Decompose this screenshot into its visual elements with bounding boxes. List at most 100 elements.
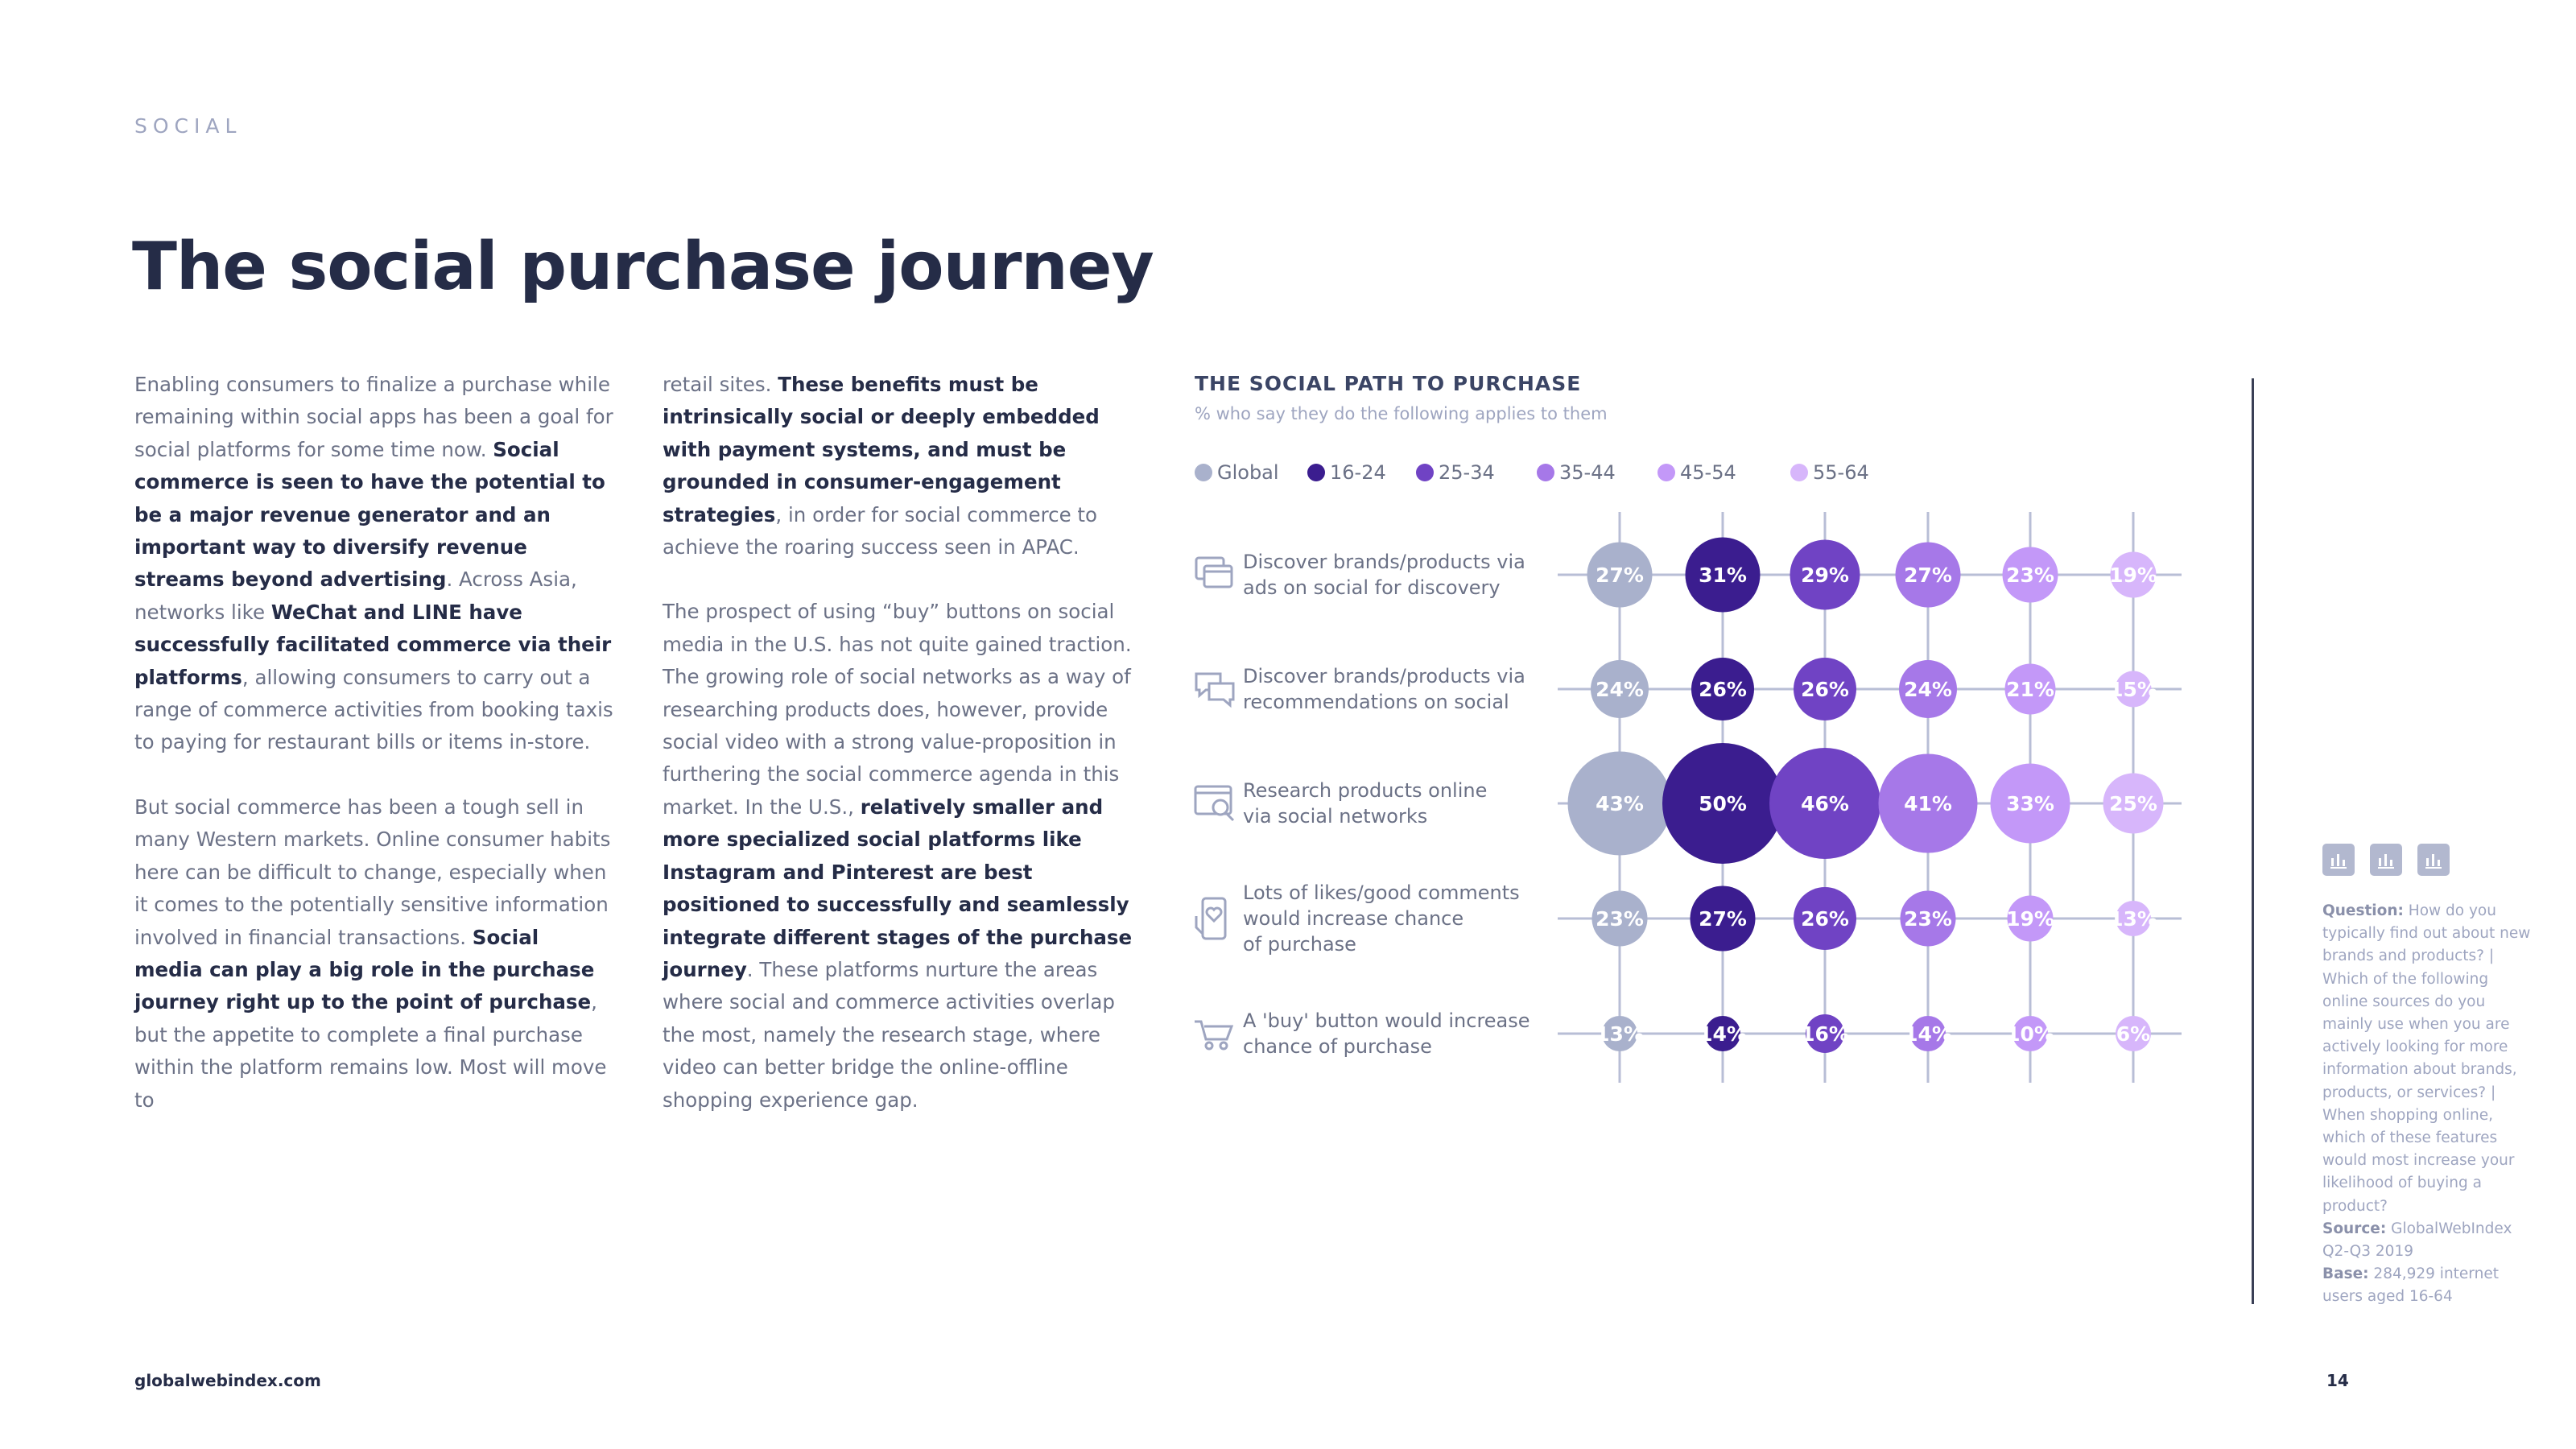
bubble: 14% — [1904, 1016, 1952, 1051]
chart-subtitle: % who say they do the following applies … — [1195, 404, 1608, 423]
bubble-circle — [1895, 542, 1961, 608]
bubble: 26% — [1794, 658, 1856, 720]
bubble-circle — [2103, 773, 2164, 834]
bubble-value-label: 43% — [1596, 792, 1644, 815]
bubble: 43% — [1567, 751, 1672, 856]
row-label: Research products online via social netwo… — [1243, 778, 1565, 829]
section-label: SOCIAL — [134, 114, 242, 138]
ads-windows-icon — [1191, 551, 1238, 598]
legend-item: 55-64 — [1790, 461, 1869, 484]
row-label-line: ads on social for discovery — [1243, 576, 1501, 599]
bubble: 19% — [2109, 551, 2157, 598]
col1-paragraph-2: But social commerce has been a tough sel… — [134, 791, 613, 1117]
chart-title: THE SOCIAL PATH TO PURCHASE — [1195, 372, 1582, 395]
legend-label: 35-44 — [1559, 461, 1616, 484]
bold-text: Social media can play a big role in the … — [134, 925, 595, 1014]
bubble-value-label: 13% — [2109, 907, 2157, 931]
legend-dot — [1416, 464, 1434, 481]
row-label-line: recommendations on social — [1243, 691, 1509, 713]
legend-dot — [1537, 464, 1554, 481]
row-label-line: Discover brands/products via — [1243, 551, 1525, 573]
divider-line — [2252, 378, 2254, 1304]
legend-label: 16-24 — [1330, 461, 1386, 484]
bubble-circle — [1662, 743, 1783, 864]
bar-chart-icon[interactable] — [2370, 844, 2402, 876]
legend-item: 16-24 — [1307, 461, 1386, 484]
phone-heart-icon — [1191, 895, 1238, 942]
footer-url[interactable]: globalwebindex.com — [134, 1371, 321, 1390]
bubble: 33% — [1990, 763, 2070, 844]
bubble-circle — [1878, 753, 1978, 853]
bubble: 50% — [1662, 743, 1783, 864]
bold-text: WeChat and LINE have successfully facili… — [134, 600, 612, 689]
bubble-circle — [1690, 886, 1756, 952]
bubble-value-label: 46% — [1801, 792, 1849, 815]
row-label-line: of purchase — [1243, 933, 1356, 956]
bubble: 27% — [1895, 542, 1961, 608]
bubble: 26% — [1691, 658, 1754, 720]
row-label: Lots of likes/good comments would increas… — [1243, 880, 1565, 957]
bubble-circle — [1990, 763, 2070, 844]
bubble-value-label: 24% — [1904, 678, 1952, 701]
legend-label: 45-54 — [1680, 461, 1736, 484]
legend-item: 25-34 — [1416, 461, 1495, 484]
bubble-value-label: 10% — [2006, 1022, 2054, 1046]
bubble-value-label: 14% — [1699, 1022, 1747, 1046]
bubble-circle — [1567, 751, 1672, 856]
legend-item: 35-44 — [1537, 461, 1616, 484]
legend-label: Global — [1217, 461, 1279, 484]
bubble: 46% — [1769, 748, 1880, 859]
row-label: Discover brands/products via recommendati… — [1243, 663, 1565, 715]
col1-paragraph-1: Enabling consumers to finalize a purchas… — [134, 369, 613, 759]
bubble: 10% — [2006, 1016, 2054, 1051]
bubble: 24% — [1899, 660, 1957, 718]
bubble-circle — [2002, 547, 2058, 603]
bubble-circle — [2007, 895, 2054, 942]
bubble-circle — [1591, 890, 1648, 947]
bubble: 13% — [1596, 1016, 1644, 1051]
bubble-value-label: 25% — [2109, 792, 2157, 815]
bar-chart-icon[interactable] — [2417, 844, 2450, 876]
bubble-value-label: 31% — [1699, 564, 1747, 587]
side-icons — [2322, 844, 2465, 876]
bold-text: Social commerce is seen to have the pote… — [134, 437, 605, 592]
bubble-circle — [1790, 539, 1860, 610]
bubble-circle — [1900, 890, 1956, 947]
text-run: But social commerce has been a tough sel… — [134, 795, 611, 949]
bubble-value-label: 19% — [2006, 907, 2054, 931]
bubble: 13% — [2109, 901, 2157, 936]
bubble: 41% — [1878, 753, 1978, 853]
row-label-line: Research products online — [1243, 779, 1488, 802]
col2-paragraph-1: retail sites. These benefits must be int… — [663, 369, 1133, 564]
bar-chart-icon[interactable] — [2322, 844, 2355, 876]
page-title: The social purchase journey — [132, 229, 1154, 305]
text-run: , but the appetite to complete a final p… — [134, 990, 607, 1112]
bubble-value-label: 27% — [1699, 907, 1747, 931]
bubble-value-label: 33% — [2006, 792, 2054, 815]
bubble-circle — [1587, 542, 1653, 608]
bubble-circle — [2116, 901, 2151, 936]
bubble-value-label: 6% — [2116, 1022, 2150, 1046]
bubble-value-label: 50% — [1699, 792, 1747, 815]
bubble-circle — [2116, 1016, 2151, 1051]
bold-text: relatively smaller and more specialized … — [663, 795, 1133, 981]
bubble-value-label: 27% — [1904, 564, 1952, 587]
text-run: , in order for social commerce to achiev… — [663, 502, 1098, 559]
legend-label: 25-34 — [1439, 461, 1495, 484]
bubble-value-label: 23% — [1904, 907, 1952, 931]
chart-legend: Global 16-24 25-34 35-44 45-54 55-64 — [1195, 461, 1919, 489]
row-label: Discover brands/products via ads on socia… — [1243, 549, 1565, 601]
bubble-value-label: 26% — [1699, 678, 1747, 701]
chart-notes: Question: How do you typically find out … — [2322, 900, 2532, 1309]
bubble-circle — [1691, 658, 1754, 720]
bubble-value-label: 19% — [2109, 564, 2157, 587]
bubble: 26% — [1794, 887, 1856, 950]
bubble: 25% — [2103, 773, 2164, 834]
source-text: GlobalWebIndex Q2-Q3 2019 — [2322, 1220, 2512, 1261]
browser-search-icon — [1191, 780, 1238, 827]
bubble: 16% — [1801, 1014, 1849, 1053]
bubble: 23% — [1591, 890, 1648, 947]
bubble: 15% — [2109, 671, 2157, 708]
body-column-2: retail sites. These benefits must be int… — [663, 369, 1133, 1149]
